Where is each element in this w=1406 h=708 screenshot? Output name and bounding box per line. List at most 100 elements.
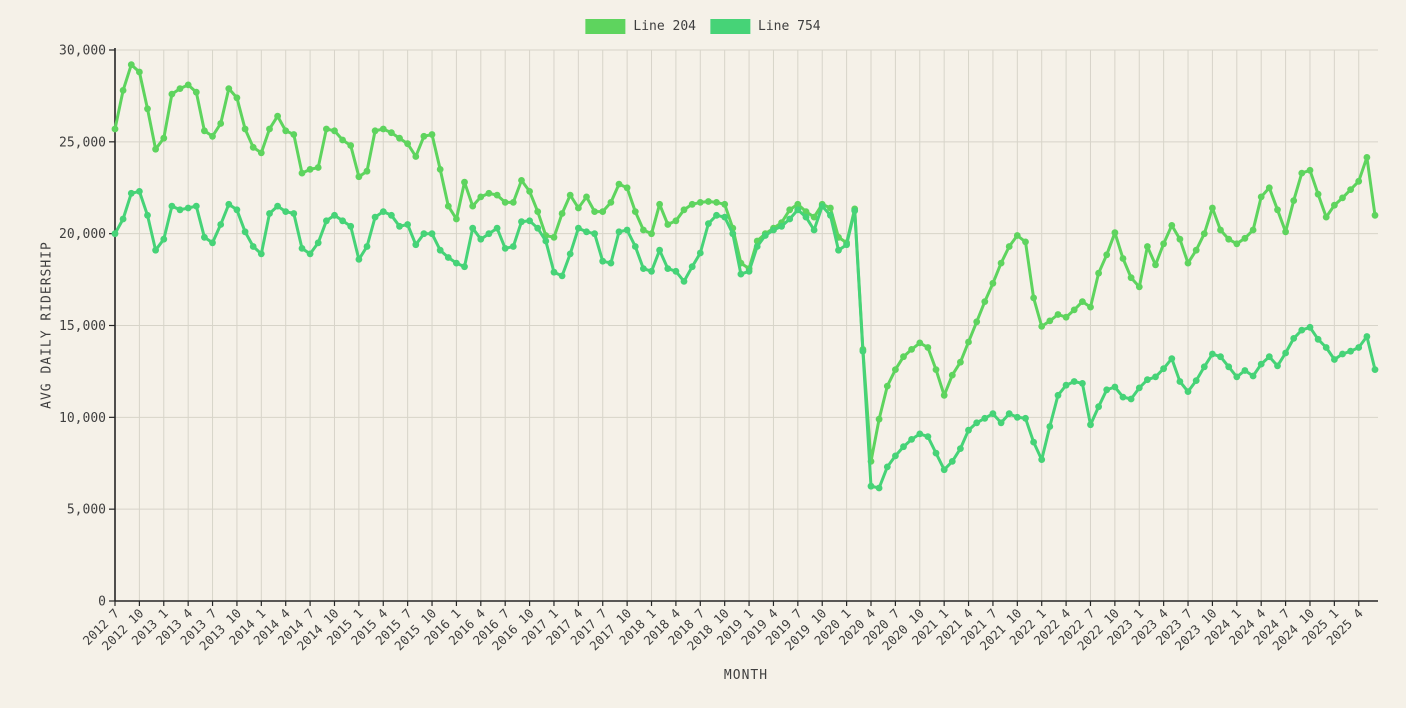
data-point [1265, 353, 1273, 361]
data-point [892, 366, 899, 373]
data-point [526, 188, 533, 195]
data-point [721, 213, 729, 221]
data-point [1111, 229, 1119, 237]
data-point [1363, 333, 1371, 340]
data-point [290, 210, 298, 217]
data-point [493, 191, 501, 199]
axis-ticks [109, 49, 1360, 606]
data-point [1070, 378, 1078, 385]
data-point [192, 88, 200, 96]
data-point [908, 346, 915, 353]
data-point [1168, 222, 1176, 229]
data-point [225, 85, 233, 92]
data-point [607, 259, 615, 267]
data-point [241, 228, 249, 236]
data-point [1062, 313, 1070, 321]
data-point [1103, 386, 1111, 394]
data-point [1347, 186, 1354, 194]
data-point [916, 339, 924, 347]
data-point [209, 239, 216, 247]
data-point [428, 230, 436, 238]
data-point [233, 206, 241, 214]
data-point [534, 208, 542, 216]
data-point [631, 243, 639, 250]
data-point [306, 250, 314, 258]
legend-label: Line 754 [758, 19, 821, 34]
data-point [477, 193, 485, 201]
data-point [778, 222, 785, 230]
data-point [282, 208, 290, 216]
data-point [786, 215, 794, 223]
data-point [1290, 335, 1298, 342]
data-point [997, 419, 1005, 427]
data-point [786, 206, 794, 214]
data-point [965, 426, 972, 434]
data-point [827, 211, 834, 219]
data-point [1314, 335, 1322, 343]
data-point [404, 140, 411, 148]
data-point [355, 256, 363, 263]
gridlines [114, 49, 1378, 601]
data-point [973, 419, 981, 427]
data-point [1046, 317, 1054, 325]
data-point [1022, 238, 1029, 246]
data-point [924, 433, 932, 440]
data-point [274, 202, 281, 210]
data-point [371, 127, 379, 135]
data-point [705, 220, 712, 228]
data-point [1355, 344, 1363, 351]
data-point [770, 226, 777, 234]
data-point [1233, 240, 1241, 248]
data-point [688, 200, 696, 208]
data-point [1274, 362, 1281, 370]
data-point [1282, 228, 1289, 236]
data-point [1103, 251, 1111, 259]
data-point [404, 221, 411, 228]
data-point [1290, 197, 1298, 205]
data-point [485, 230, 493, 238]
legend-swatch [585, 19, 626, 34]
data-point [753, 243, 761, 250]
data-point [461, 263, 468, 271]
data-point [892, 452, 899, 460]
data-point [347, 222, 355, 230]
data-point [680, 206, 688, 214]
legend-label: Line 204 [633, 19, 696, 34]
data-point [1144, 376, 1151, 384]
data-point [965, 338, 972, 346]
data-point [396, 222, 403, 230]
data-point [485, 189, 493, 197]
data-point [1176, 235, 1184, 243]
data-point [1339, 350, 1346, 358]
data-point [298, 245, 306, 252]
data-point [1030, 294, 1037, 302]
data-point [761, 232, 769, 239]
data-point [1371, 366, 1379, 373]
data-point [436, 166, 444, 173]
data-point [339, 136, 346, 144]
data-point [1314, 190, 1322, 198]
data-point [1241, 234, 1249, 242]
data-point [1038, 323, 1046, 330]
data-point [144, 211, 151, 219]
y-tick-label: 30,000 [59, 44, 106, 59]
data-point [274, 112, 281, 120]
data-point [1160, 240, 1167, 248]
data-point [331, 211, 338, 219]
axis-spines [114, 48, 1378, 602]
data-point [509, 199, 517, 206]
data-point [705, 198, 712, 205]
data-point [1038, 456, 1046, 463]
data-point [412, 153, 420, 160]
data-point [1257, 193, 1265, 201]
data-point [257, 149, 265, 157]
data-point [461, 178, 468, 186]
data-point [119, 87, 127, 94]
data-point [851, 207, 859, 215]
data-point [119, 215, 127, 223]
data-point [1282, 349, 1289, 357]
data-point [1087, 303, 1094, 311]
data-point [1119, 255, 1127, 262]
data-point [396, 134, 403, 142]
